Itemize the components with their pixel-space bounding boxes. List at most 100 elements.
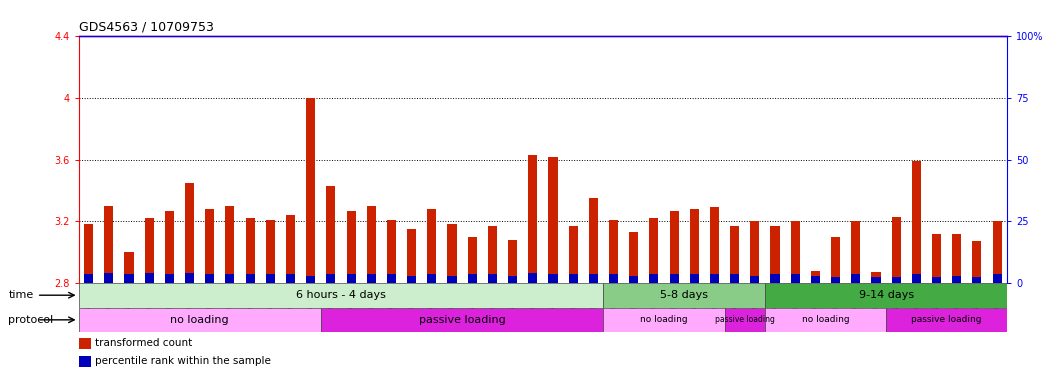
- Text: no loading: no loading: [802, 315, 849, 324]
- Bar: [952, 233, 961, 283]
- Bar: [84, 224, 93, 283]
- Text: passive loading: passive loading: [911, 315, 982, 324]
- Bar: [447, 224, 456, 283]
- Bar: [851, 221, 861, 283]
- Bar: [387, 275, 396, 283]
- Text: protocol: protocol: [8, 315, 53, 325]
- Bar: [649, 275, 659, 283]
- Bar: [871, 277, 881, 283]
- Bar: [603, 283, 765, 308]
- Bar: [790, 275, 800, 283]
- Bar: [529, 273, 537, 283]
- Bar: [447, 276, 456, 283]
- Bar: [306, 276, 315, 283]
- Bar: [871, 272, 881, 283]
- Bar: [144, 273, 154, 283]
- Bar: [973, 277, 981, 283]
- Bar: [993, 275, 1002, 283]
- Bar: [185, 183, 194, 283]
- Bar: [225, 275, 235, 283]
- Text: 9-14 days: 9-14 days: [859, 290, 914, 300]
- Bar: [609, 275, 618, 283]
- Bar: [205, 275, 215, 283]
- Bar: [205, 209, 215, 283]
- Bar: [993, 221, 1002, 283]
- Bar: [730, 226, 739, 283]
- Bar: [427, 209, 437, 283]
- Bar: [79, 356, 91, 367]
- Bar: [225, 206, 235, 283]
- Bar: [669, 210, 678, 283]
- Bar: [831, 237, 840, 283]
- Bar: [468, 275, 476, 283]
- Bar: [649, 218, 659, 283]
- Bar: [286, 215, 295, 283]
- Bar: [932, 277, 941, 283]
- Bar: [266, 275, 275, 283]
- Bar: [609, 220, 618, 283]
- Text: transformed count: transformed count: [95, 338, 193, 348]
- Bar: [973, 241, 981, 283]
- Bar: [851, 275, 861, 283]
- Bar: [105, 273, 113, 283]
- Bar: [751, 276, 759, 283]
- Bar: [105, 206, 113, 283]
- Bar: [669, 275, 678, 283]
- Bar: [765, 308, 886, 332]
- Bar: [932, 233, 941, 283]
- Bar: [246, 275, 254, 283]
- Bar: [569, 226, 578, 283]
- Bar: [286, 275, 295, 283]
- Bar: [246, 218, 254, 283]
- Bar: [347, 275, 356, 283]
- Bar: [266, 220, 275, 283]
- Bar: [810, 271, 820, 283]
- Bar: [164, 275, 174, 283]
- Bar: [603, 308, 725, 332]
- Bar: [79, 283, 603, 308]
- Bar: [327, 275, 335, 283]
- Bar: [549, 275, 557, 283]
- Bar: [347, 210, 356, 283]
- Bar: [952, 276, 961, 283]
- Bar: [407, 276, 417, 283]
- Bar: [549, 157, 557, 283]
- Bar: [588, 275, 598, 283]
- Bar: [366, 206, 376, 283]
- Text: percentile rank within the sample: percentile rank within the sample: [95, 356, 271, 366]
- Bar: [468, 237, 476, 283]
- Bar: [588, 198, 598, 283]
- Text: passive loading: passive loading: [419, 315, 506, 325]
- Bar: [790, 221, 800, 283]
- Text: 6 hours - 4 days: 6 hours - 4 days: [296, 290, 386, 300]
- Bar: [366, 275, 376, 283]
- Bar: [125, 275, 134, 283]
- Bar: [710, 275, 719, 283]
- Bar: [427, 275, 437, 283]
- Bar: [912, 275, 921, 283]
- Bar: [185, 273, 194, 283]
- Bar: [690, 275, 698, 283]
- Bar: [320, 308, 603, 332]
- Text: passive loading: passive loading: [715, 315, 775, 324]
- Bar: [529, 155, 537, 283]
- Bar: [690, 209, 698, 283]
- Bar: [725, 308, 765, 332]
- Text: no loading: no loading: [640, 315, 688, 324]
- Text: time: time: [8, 290, 34, 300]
- Bar: [771, 275, 780, 283]
- Bar: [771, 226, 780, 283]
- Bar: [125, 252, 134, 283]
- Bar: [488, 226, 497, 283]
- Text: GDS4563 / 10709753: GDS4563 / 10709753: [79, 21, 214, 34]
- Bar: [730, 275, 739, 283]
- Bar: [84, 275, 93, 283]
- Bar: [892, 277, 900, 283]
- Bar: [751, 221, 759, 283]
- Bar: [629, 276, 639, 283]
- Bar: [912, 161, 921, 283]
- Bar: [327, 186, 335, 283]
- Bar: [79, 308, 320, 332]
- Text: 5-8 days: 5-8 days: [661, 290, 708, 300]
- Bar: [810, 276, 820, 283]
